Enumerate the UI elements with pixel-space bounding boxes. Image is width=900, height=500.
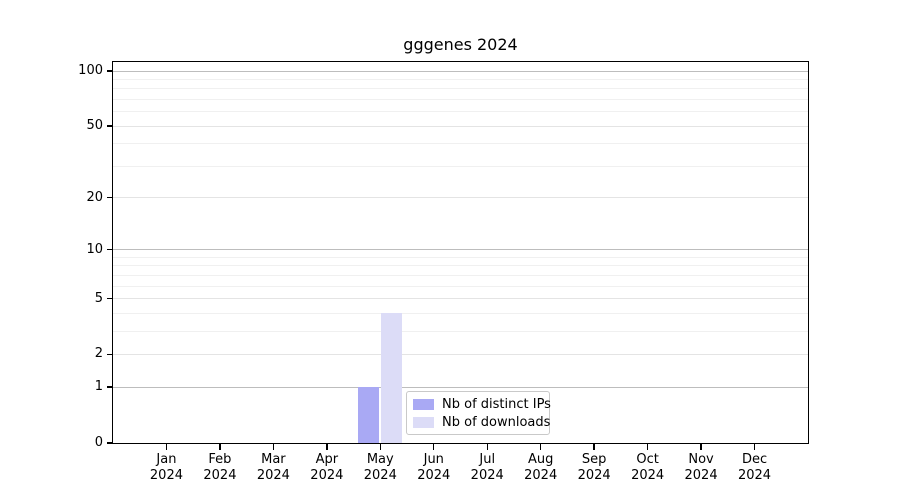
y-tick-label: 10 [86,241,103,257]
x-tick-year: 2024 [524,468,558,483]
y-tick [107,386,113,388]
legend-swatch-distinct-ips [413,398,434,410]
y-tick-label: 20 [86,189,103,205]
x-tick-year: 2024 [631,468,665,483]
x-tick-label: Jan 2024 [131,452,201,484]
x-tick-year: 2024 [417,468,451,483]
y-gridline-major [113,249,808,251]
x-tick [326,444,328,450]
x-tick-label: Jun 2024 [399,452,469,484]
x-tick-month: Nov [688,452,714,467]
y-gridline-minor [113,256,808,258]
y-tick [107,353,113,356]
x-tick [272,444,275,450]
y-gridline-major [113,386,808,388]
x-tick-month: Apr [315,452,339,467]
x-tick [753,444,756,450]
y-gridline-minor [113,312,808,314]
legend: Nb of distinct IPs Nb of downloads [406,391,551,435]
y-gridline-minor [113,265,808,267]
y-gridline-minor [113,88,808,90]
x-tick-label: Mar 2024 [238,452,308,484]
x-tick-year: 2024 [470,468,504,483]
x-tick-month: Dec [741,452,768,467]
x-tick [700,444,702,450]
x-tick-year: 2024 [684,468,718,483]
x-tick-label: Jul 2024 [452,452,522,484]
x-tick [593,444,595,450]
x-tick [219,444,221,450]
y-tick-label: 50 [86,118,103,134]
y-tick-label: 0 [94,435,103,450]
x-tick [646,444,649,450]
y-tick-label: 1 [94,379,103,395]
legend-label-distinct-ips: Nb of distinct IPs [442,396,551,412]
y-tick [107,442,113,444]
chart-title: gggenes 2024 [403,35,518,54]
y-tick [107,249,113,251]
x-tick-label: Apr 2024 [292,452,362,484]
x-tick-label: Nov 2024 [666,452,736,484]
x-tick-label: Sep 2024 [559,452,629,484]
x-tick-month: May [366,452,394,467]
y-tick [107,297,113,300]
legend-item-downloads: Nb of downloads [413,414,551,430]
x-tick-label: May 2024 [345,452,415,484]
legend-label-downloads: Nb of downloads [442,414,551,430]
x-tick-year: 2024 [310,468,344,483]
x-tick-year: 2024 [203,468,237,483]
x-tick [165,444,168,450]
y-gridline-minor [113,78,808,80]
x-tick-month: Aug [527,452,554,467]
x-tick-month: Mar [261,452,286,467]
y-tick-label: 5 [94,290,103,306]
legend-item-distinct-ips: Nb of distinct IPs [413,396,551,412]
x-tick-label: Feb 2024 [185,452,255,484]
bar-nb-of-downloads [381,313,402,443]
x-tick-label: Oct 2024 [613,452,683,484]
bar-nb-of-distinct-ips [358,387,379,443]
y-gridline-major [113,298,808,300]
x-tick [379,444,381,450]
x-tick [433,444,435,450]
y-gridline-major [113,125,808,127]
y-gridline-minor [113,143,808,145]
y-tick-label: 100 [78,63,103,78]
y-gridline-major [113,197,808,199]
x-tick-month: Feb [208,452,232,467]
x-tick [486,444,488,450]
x-tick-month: Sep [581,452,607,467]
x-tick-month: Oct [636,452,659,467]
x-tick-year: 2024 [577,468,611,483]
legend-swatch-downloads [413,416,434,428]
x-tick-month: Jan [156,452,177,467]
y-gridline-major [113,353,808,355]
x-tick [539,444,542,450]
y-gridline-major [113,70,808,72]
y-gridline-minor [113,98,808,100]
x-tick-year: 2024 [256,468,290,483]
x-tick-label: Dec 2024 [720,452,790,484]
y-tick [107,70,113,72]
x-tick-year: 2024 [363,468,397,483]
x-tick-year: 2024 [149,468,183,483]
y-tick-label: 2 [94,346,103,362]
x-tick-month: Jun [423,452,444,467]
y-gridline-minor [113,274,808,276]
y-gridline-minor [113,111,808,113]
y-gridline-minor [113,285,808,287]
y-tick [107,196,113,199]
x-tick-label: Aug 2024 [506,452,576,484]
x-tick-month: Jul [479,452,496,467]
y-gridline-minor [113,165,808,167]
x-tick-year: 2024 [737,468,772,483]
y-gridline-minor [113,330,808,332]
y-tick [107,125,113,127]
